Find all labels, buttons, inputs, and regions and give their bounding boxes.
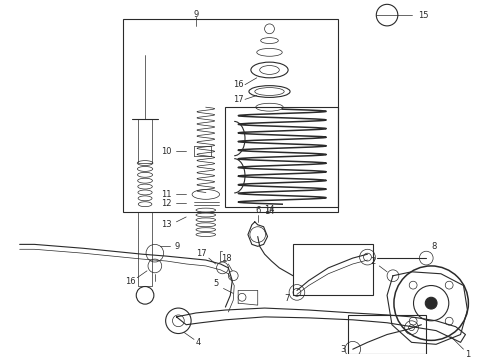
Text: 17: 17 — [233, 95, 244, 104]
Text: 8: 8 — [431, 242, 437, 251]
Text: 16: 16 — [125, 277, 136, 286]
Bar — [225, 107, 338, 207]
Text: 17: 17 — [196, 249, 207, 258]
Text: 18: 18 — [221, 253, 232, 262]
Text: 3: 3 — [340, 345, 345, 354]
Text: 13: 13 — [161, 220, 172, 229]
Circle shape — [425, 297, 437, 309]
Text: 16: 16 — [233, 80, 244, 89]
Text: 1: 1 — [465, 350, 470, 359]
Text: 11: 11 — [161, 190, 172, 199]
Text: 14: 14 — [264, 207, 275, 216]
Bar — [122, 19, 338, 212]
Text: 9: 9 — [194, 10, 198, 19]
Text: 7: 7 — [284, 294, 290, 303]
Text: 10: 10 — [161, 147, 172, 156]
Text: 6: 6 — [255, 206, 260, 215]
Text: 2: 2 — [371, 257, 376, 266]
Text: 12: 12 — [161, 199, 172, 208]
Text: 4: 4 — [196, 338, 200, 347]
Bar — [293, 244, 373, 295]
Text: 14: 14 — [264, 204, 275, 213]
Text: 15: 15 — [418, 10, 429, 19]
Text: 5: 5 — [213, 279, 218, 288]
Bar — [348, 315, 426, 354]
Text: 9: 9 — [175, 242, 180, 251]
